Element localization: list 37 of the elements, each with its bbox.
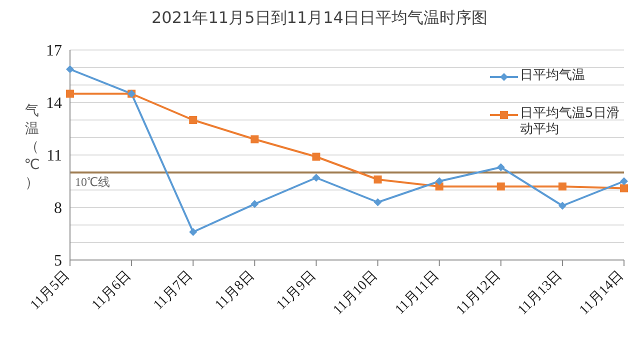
point — [189, 116, 198, 124]
point — [312, 174, 320, 182]
point — [620, 184, 628, 192]
x-tick-label: 11月13日 — [515, 268, 566, 318]
point — [312, 152, 320, 161]
point — [558, 202, 566, 210]
legend-label: 日平均气温 — [520, 68, 585, 84]
point — [558, 182, 566, 190]
x-tick-label: 11月11日 — [392, 268, 442, 318]
point — [620, 177, 628, 186]
point — [66, 90, 74, 98]
point — [66, 65, 74, 74]
point — [496, 163, 505, 172]
legend-label: 日平均气温5日滑动平均 — [520, 106, 620, 138]
point — [374, 198, 382, 206]
x-tick-label: 11月14日 — [576, 268, 627, 318]
x-tick-label: 11月7日 — [151, 268, 196, 314]
y-tick-label: 5 — [54, 252, 62, 270]
point — [496, 182, 505, 190]
point — [250, 135, 259, 144]
x-tick-label: 11月9日 — [274, 268, 320, 314]
x-tick-label: 11月12日 — [454, 268, 504, 318]
y-tick-label: 11 — [46, 148, 62, 165]
y-tick-label: 14 — [46, 95, 62, 112]
y-tick-label: 8 — [54, 200, 62, 218]
x-tick-label: 11月5日 — [28, 268, 73, 314]
point — [374, 176, 382, 184]
point — [435, 177, 444, 186]
x-tick-label: 11月8日 — [212, 268, 258, 314]
ref-line-label: 10℃线 — [75, 175, 110, 190]
y-tick-label: 17 — [46, 42, 62, 60]
x-tick-label: 11月10日 — [330, 268, 381, 318]
x-tick-label: 11月6日 — [89, 268, 134, 314]
point — [189, 228, 198, 236]
y-axis-title: 气温（℃） — [24, 103, 40, 191]
chart-title: 2021年11月5日到11月14日日平均气温时序图 — [150, 8, 488, 29]
point — [250, 200, 259, 208]
